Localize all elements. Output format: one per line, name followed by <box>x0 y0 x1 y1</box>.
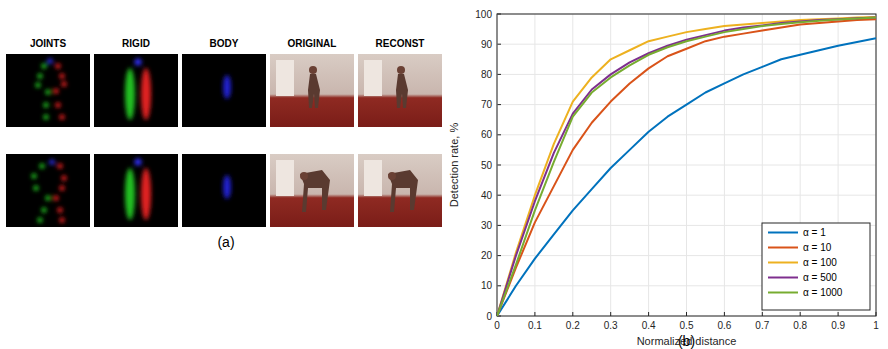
grid-line <box>534 14 535 316</box>
photo-image <box>270 54 354 127</box>
photo-image <box>270 154 354 227</box>
tick <box>497 255 501 256</box>
grid-line <box>648 14 649 316</box>
tick <box>534 312 535 316</box>
heatmap-image <box>182 154 266 227</box>
legend-swatch <box>768 292 798 294</box>
legend-label: α = 10 <box>803 242 832 253</box>
tick <box>762 312 763 316</box>
tick-label: 0.9 <box>831 320 845 331</box>
grid-line <box>686 14 687 316</box>
legend-label: α = 1 <box>803 227 826 238</box>
legend-label: α = 1000 <box>803 287 843 298</box>
legend-swatch <box>768 247 798 249</box>
series-line <box>497 38 876 316</box>
tick-label: 0.1 <box>528 320 542 331</box>
tick-label: 50 <box>481 160 493 171</box>
legend-label: α = 500 <box>803 272 837 283</box>
series-line <box>497 18 876 316</box>
heatmap-image <box>94 54 178 127</box>
panel-b: 0 10 20 30 40 50 60 70 80 90 100 0 0.1 0.2 0.3 0.4 0.5 0.… <box>448 9 879 349</box>
heatmap-image <box>6 154 90 227</box>
tick <box>648 312 649 316</box>
tick-label: 0.3 <box>604 320 618 331</box>
series-line <box>497 18 876 316</box>
tick <box>800 312 801 316</box>
legend-swatch <box>768 232 798 234</box>
tick <box>497 134 501 135</box>
series-line <box>497 19 876 316</box>
column-header: ORIGINAL <box>288 38 337 49</box>
tick-label: 0.6 <box>717 320 731 331</box>
column-header: JOINTS <box>30 38 66 49</box>
series-group <box>497 17 876 316</box>
heatmap-image <box>182 54 266 127</box>
tick-label: 0 <box>486 311 492 322</box>
legend-swatch <box>768 277 798 279</box>
tick-label: 70 <box>481 99 493 110</box>
tick <box>610 312 611 316</box>
panel-caption: (b) <box>678 333 695 349</box>
panel-a: JOINTS RIGID BODY ORIGINAL RECONST (a) <box>6 38 442 250</box>
column-header: RECONST <box>376 38 425 49</box>
column-header: RIGID <box>122 38 150 49</box>
column-header: BODY <box>210 38 239 49</box>
tick-label: 100 <box>475 9 492 20</box>
tick <box>838 312 839 316</box>
series-line <box>497 17 876 316</box>
photo-image <box>358 154 442 227</box>
tick <box>497 285 501 286</box>
tick-label: 40 <box>481 190 493 201</box>
tick-label: 0.7 <box>755 320 769 331</box>
tick-label: 1 <box>873 320 879 331</box>
tick <box>724 312 725 316</box>
figure: JOINTSRIGIDBODYORIGINALRECONST(a)0102030… <box>0 0 888 349</box>
grid-line <box>724 14 725 316</box>
legend: α = 1 α = 10 α = 100 α = 500 α = 1000 <box>762 223 870 310</box>
tick <box>497 104 501 105</box>
heatmap-image <box>94 154 178 227</box>
tick-label: 90 <box>481 39 493 50</box>
tick <box>497 195 501 196</box>
plot-frame <box>497 14 876 316</box>
tick <box>686 312 687 316</box>
heatmap-image <box>6 54 90 127</box>
tick <box>497 44 501 45</box>
tick-label: 20 <box>481 250 493 261</box>
tick-label: 0.8 <box>793 320 807 331</box>
tick <box>497 225 501 226</box>
tick <box>497 74 501 75</box>
tick <box>572 312 573 316</box>
tick-label: 30 <box>481 220 493 231</box>
tick-label: 60 <box>481 129 493 140</box>
tick-label: 0.2 <box>566 320 580 331</box>
tick <box>497 165 501 166</box>
tick-label: 0.5 <box>680 320 694 331</box>
legend-swatch <box>768 262 798 264</box>
tick-label: 0 <box>494 320 500 331</box>
panel-caption: (a) <box>217 234 234 250</box>
grid-line <box>572 14 573 316</box>
tick-label: 0.4 <box>642 320 656 331</box>
legend-label: α = 100 <box>803 257 837 268</box>
tick-label: 10 <box>481 280 493 291</box>
axis-label: Detection rate, % <box>448 123 460 208</box>
tick-label: 80 <box>481 69 493 80</box>
photo-image <box>358 54 442 127</box>
